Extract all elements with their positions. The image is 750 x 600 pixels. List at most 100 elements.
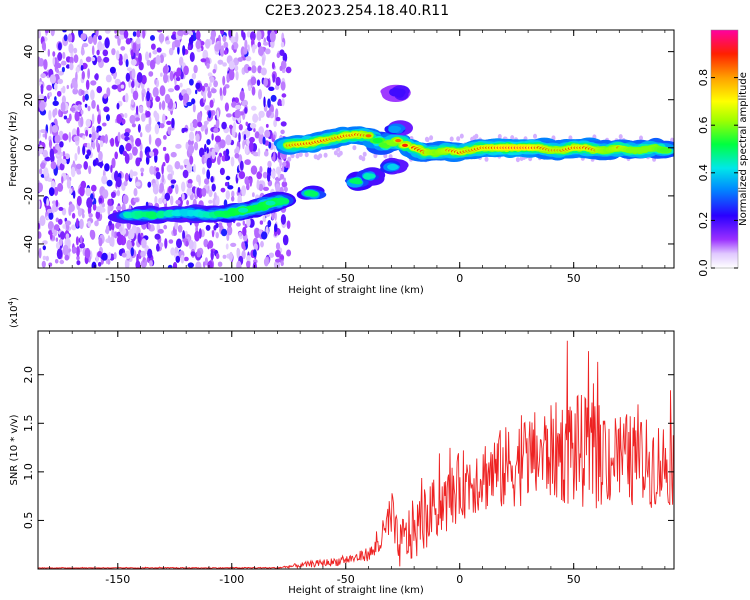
ridge-glow — [276, 197, 286, 204]
noise-blob — [54, 82, 58, 91]
noise-blob — [48, 91, 52, 97]
noise-blob — [187, 144, 195, 155]
noise-blob — [246, 255, 251, 262]
noise-blob — [148, 222, 151, 230]
noise-blob — [208, 189, 213, 198]
noise-blob — [80, 48, 85, 56]
noise-blob — [206, 169, 211, 181]
noise-blob — [274, 211, 277, 221]
noise-blob — [270, 94, 277, 102]
colorbar: 0.0 0.2 0.4 0.6 0.8 Normalized spectral ampl… — [697, 29, 749, 277]
noise-blob — [62, 224, 67, 229]
noise-blob — [280, 260, 284, 267]
noise-blob — [147, 248, 153, 259]
noise-blob — [115, 50, 120, 61]
noise-blob — [55, 62, 62, 69]
noise-blob — [97, 261, 102, 267]
band-haze — [429, 135, 434, 141]
noise-blob — [90, 89, 95, 101]
noise-blob — [60, 101, 66, 112]
noise-blob — [180, 254, 185, 264]
noise-blob — [132, 146, 138, 156]
x-tick-label: -100 — [219, 272, 244, 285]
noise-blob — [151, 43, 156, 50]
snr-x-label: Height of straight line (km) — [288, 585, 424, 596]
band-haze — [287, 156, 292, 162]
spectrogram-panel: -150 -100 -50 0 50 -40 -20 0 20 40 Height of str… — [8, 29, 675, 296]
noise-blob — [39, 215, 46, 227]
noise-blob — [207, 90, 212, 99]
noise-blob — [130, 87, 134, 94]
noise-blob — [87, 149, 91, 156]
noise-blob — [251, 60, 256, 67]
noise-blob — [84, 103, 88, 108]
noise-blob — [106, 114, 110, 122]
noise-blob — [205, 39, 211, 49]
noise-blob — [61, 176, 64, 184]
noise-blob — [79, 218, 84, 230]
noise-blob — [238, 231, 242, 237]
noise-blob — [129, 114, 136, 124]
snr-series-line — [38, 340, 674, 569]
noise-blob — [234, 109, 241, 119]
noise-blob — [71, 246, 77, 254]
noise-blob — [128, 228, 135, 240]
noise-blob — [135, 117, 141, 122]
noise-blob — [76, 260, 81, 266]
noise-blob — [103, 106, 110, 113]
noise-blob — [38, 30, 41, 39]
noise-blob — [130, 99, 135, 106]
noise-blob — [96, 86, 103, 94]
noise-blob — [104, 30, 111, 34]
band-haze — [639, 135, 643, 141]
noise-blob — [252, 152, 260, 157]
band-haze — [449, 136, 454, 142]
noise-blob — [119, 34, 126, 40]
noise-blob — [107, 235, 111, 242]
noise-blob — [189, 131, 195, 142]
noise-blob — [119, 30, 125, 36]
noise-blob — [137, 232, 141, 244]
noise-blob — [275, 183, 280, 193]
noise-blob — [111, 84, 118, 90]
noise-blob — [172, 262, 178, 268]
noise-blob — [125, 72, 131, 82]
noise-blob — [259, 166, 263, 173]
noise-blob — [258, 126, 265, 135]
noise-blob — [106, 87, 111, 97]
noise-blob — [204, 178, 210, 185]
x-tick-label: 0 — [456, 573, 463, 586]
noise-blob — [116, 114, 123, 124]
colorbar-tick-label: 0.0 — [697, 259, 710, 277]
noise-blob — [176, 238, 182, 249]
noise-blob — [91, 184, 97, 192]
noise-blob — [268, 86, 275, 92]
noise-blob — [242, 226, 247, 237]
y-tick-label: 40 — [22, 45, 35, 59]
noise-blob — [265, 123, 269, 128]
noise-blob — [195, 133, 200, 143]
noise-blob — [225, 175, 231, 181]
noise-blob — [116, 102, 120, 110]
noise-blob — [75, 71, 78, 82]
band-haze — [472, 135, 477, 141]
noise-blob — [167, 126, 172, 135]
noise-blob — [271, 61, 275, 70]
noise-blob — [105, 74, 112, 83]
noise-blob — [149, 59, 156, 70]
noise-blob — [200, 58, 207, 63]
ridge-glow — [156, 210, 166, 218]
noise-blob — [92, 34, 98, 46]
ridge-glow — [392, 89, 403, 97]
noise-blob — [58, 70, 64, 76]
noise-blob — [260, 240, 264, 248]
noise-blob — [48, 262, 53, 267]
noise-blob — [154, 195, 158, 205]
noise-blob — [111, 157, 116, 169]
noise-blob — [275, 249, 281, 258]
noise-blob — [96, 206, 102, 213]
noise-blob — [230, 156, 235, 167]
noise-blob — [80, 242, 85, 248]
noise-blob — [73, 54, 79, 63]
noise-blob — [222, 34, 227, 43]
